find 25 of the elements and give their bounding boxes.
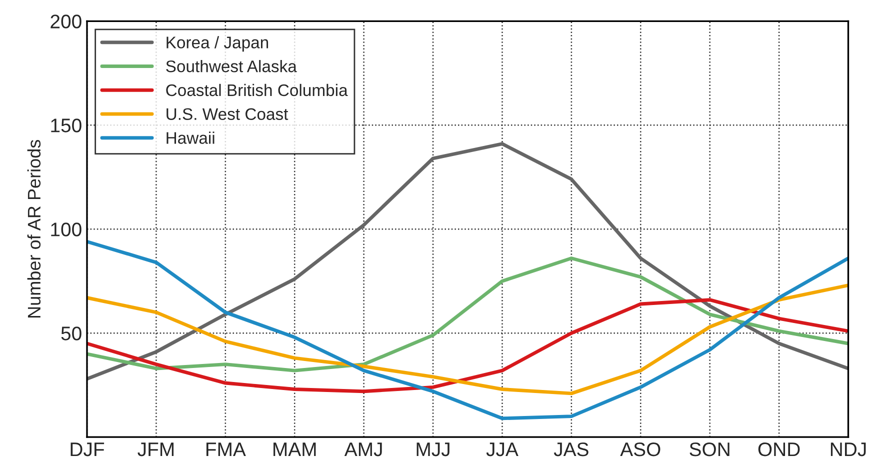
legend-label: Coastal British Columbia (166, 84, 348, 96)
x-tick-label: MAM (274, 442, 316, 456)
legend-label: U.S. West Coast (166, 108, 288, 120)
line-series (87, 142, 848, 381)
y-tick-label: 150 (51, 118, 82, 132)
x-tick-label: MJJ (416, 442, 450, 456)
y-axis-title: Number of AR Periods (27, 140, 41, 318)
x-tick-label: SON (690, 442, 730, 456)
x-tick-label: JAS (554, 442, 588, 456)
legend-label: Hawaii (166, 132, 214, 144)
legend-label: Southwest Alaska (166, 60, 297, 72)
line-series (87, 240, 848, 420)
y-tick-label: 50 (61, 326, 82, 340)
x-tick-label: NDJ (830, 442, 866, 456)
legend-label: Korea / Japan (166, 36, 268, 52)
x-tick-label: OND (758, 442, 800, 456)
x-tick-label: JFM (138, 442, 174, 456)
x-tick-label: JJA (486, 442, 518, 456)
x-tick-label: AMJ (344, 442, 382, 456)
x-tick-label: FMA (206, 442, 246, 456)
y-tick-label: 100 (51, 222, 82, 236)
line-series (87, 256, 848, 372)
x-tick-label: DJF (70, 442, 104, 456)
x-tick-label: ASO (620, 442, 660, 456)
y-tick-label: 200 (50, 14, 82, 28)
